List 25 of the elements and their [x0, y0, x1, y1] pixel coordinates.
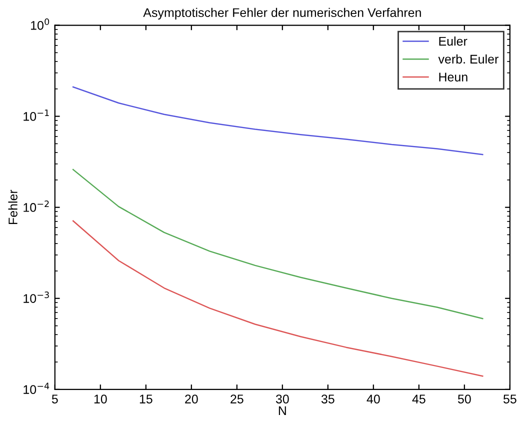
legend-label: verb. Euler — [438, 54, 498, 64]
line-series — [72, 220, 484, 377]
legend-label: Heun — [439, 72, 468, 82]
x-tick-label: 40 — [366, 394, 380, 404]
x-tick-label: 15 — [140, 394, 152, 404]
chart-title: Asymptotischer Fehler der numerischen Verfahren — [143, 8, 421, 20]
y-tick-label: 10$^{−3}$ — [24, 292, 49, 303]
line-series — [72, 86, 484, 156]
legend-label: Euler — [439, 36, 468, 46]
y-tick-label: 10$^{0}$ — [31, 18, 50, 30]
x-tick-label: 55 — [503, 394, 516, 404]
x-tick-label: 45 — [412, 394, 426, 404]
x-tick-label: 50 — [458, 394, 471, 404]
x-tick-label: 25 — [230, 394, 244, 404]
x-axis-title: N — [278, 406, 286, 415]
y-tick-label: 10$^{−4}$ — [24, 382, 50, 394]
y-tick-label: 10$^{−2}$ — [24, 200, 49, 212]
x-tick-label: 10 — [94, 394, 107, 404]
x-tick-label: 5 — [52, 394, 58, 404]
x-tick-label: 30 — [276, 394, 289, 404]
x-tick-label: 35 — [321, 394, 334, 404]
line-series — [72, 168, 484, 320]
x-tick-label: 20 — [185, 394, 198, 404]
y-tick-label: 10$^{−1}$ — [24, 110, 49, 121]
y-axis-title: Fehler — [8, 190, 18, 224]
